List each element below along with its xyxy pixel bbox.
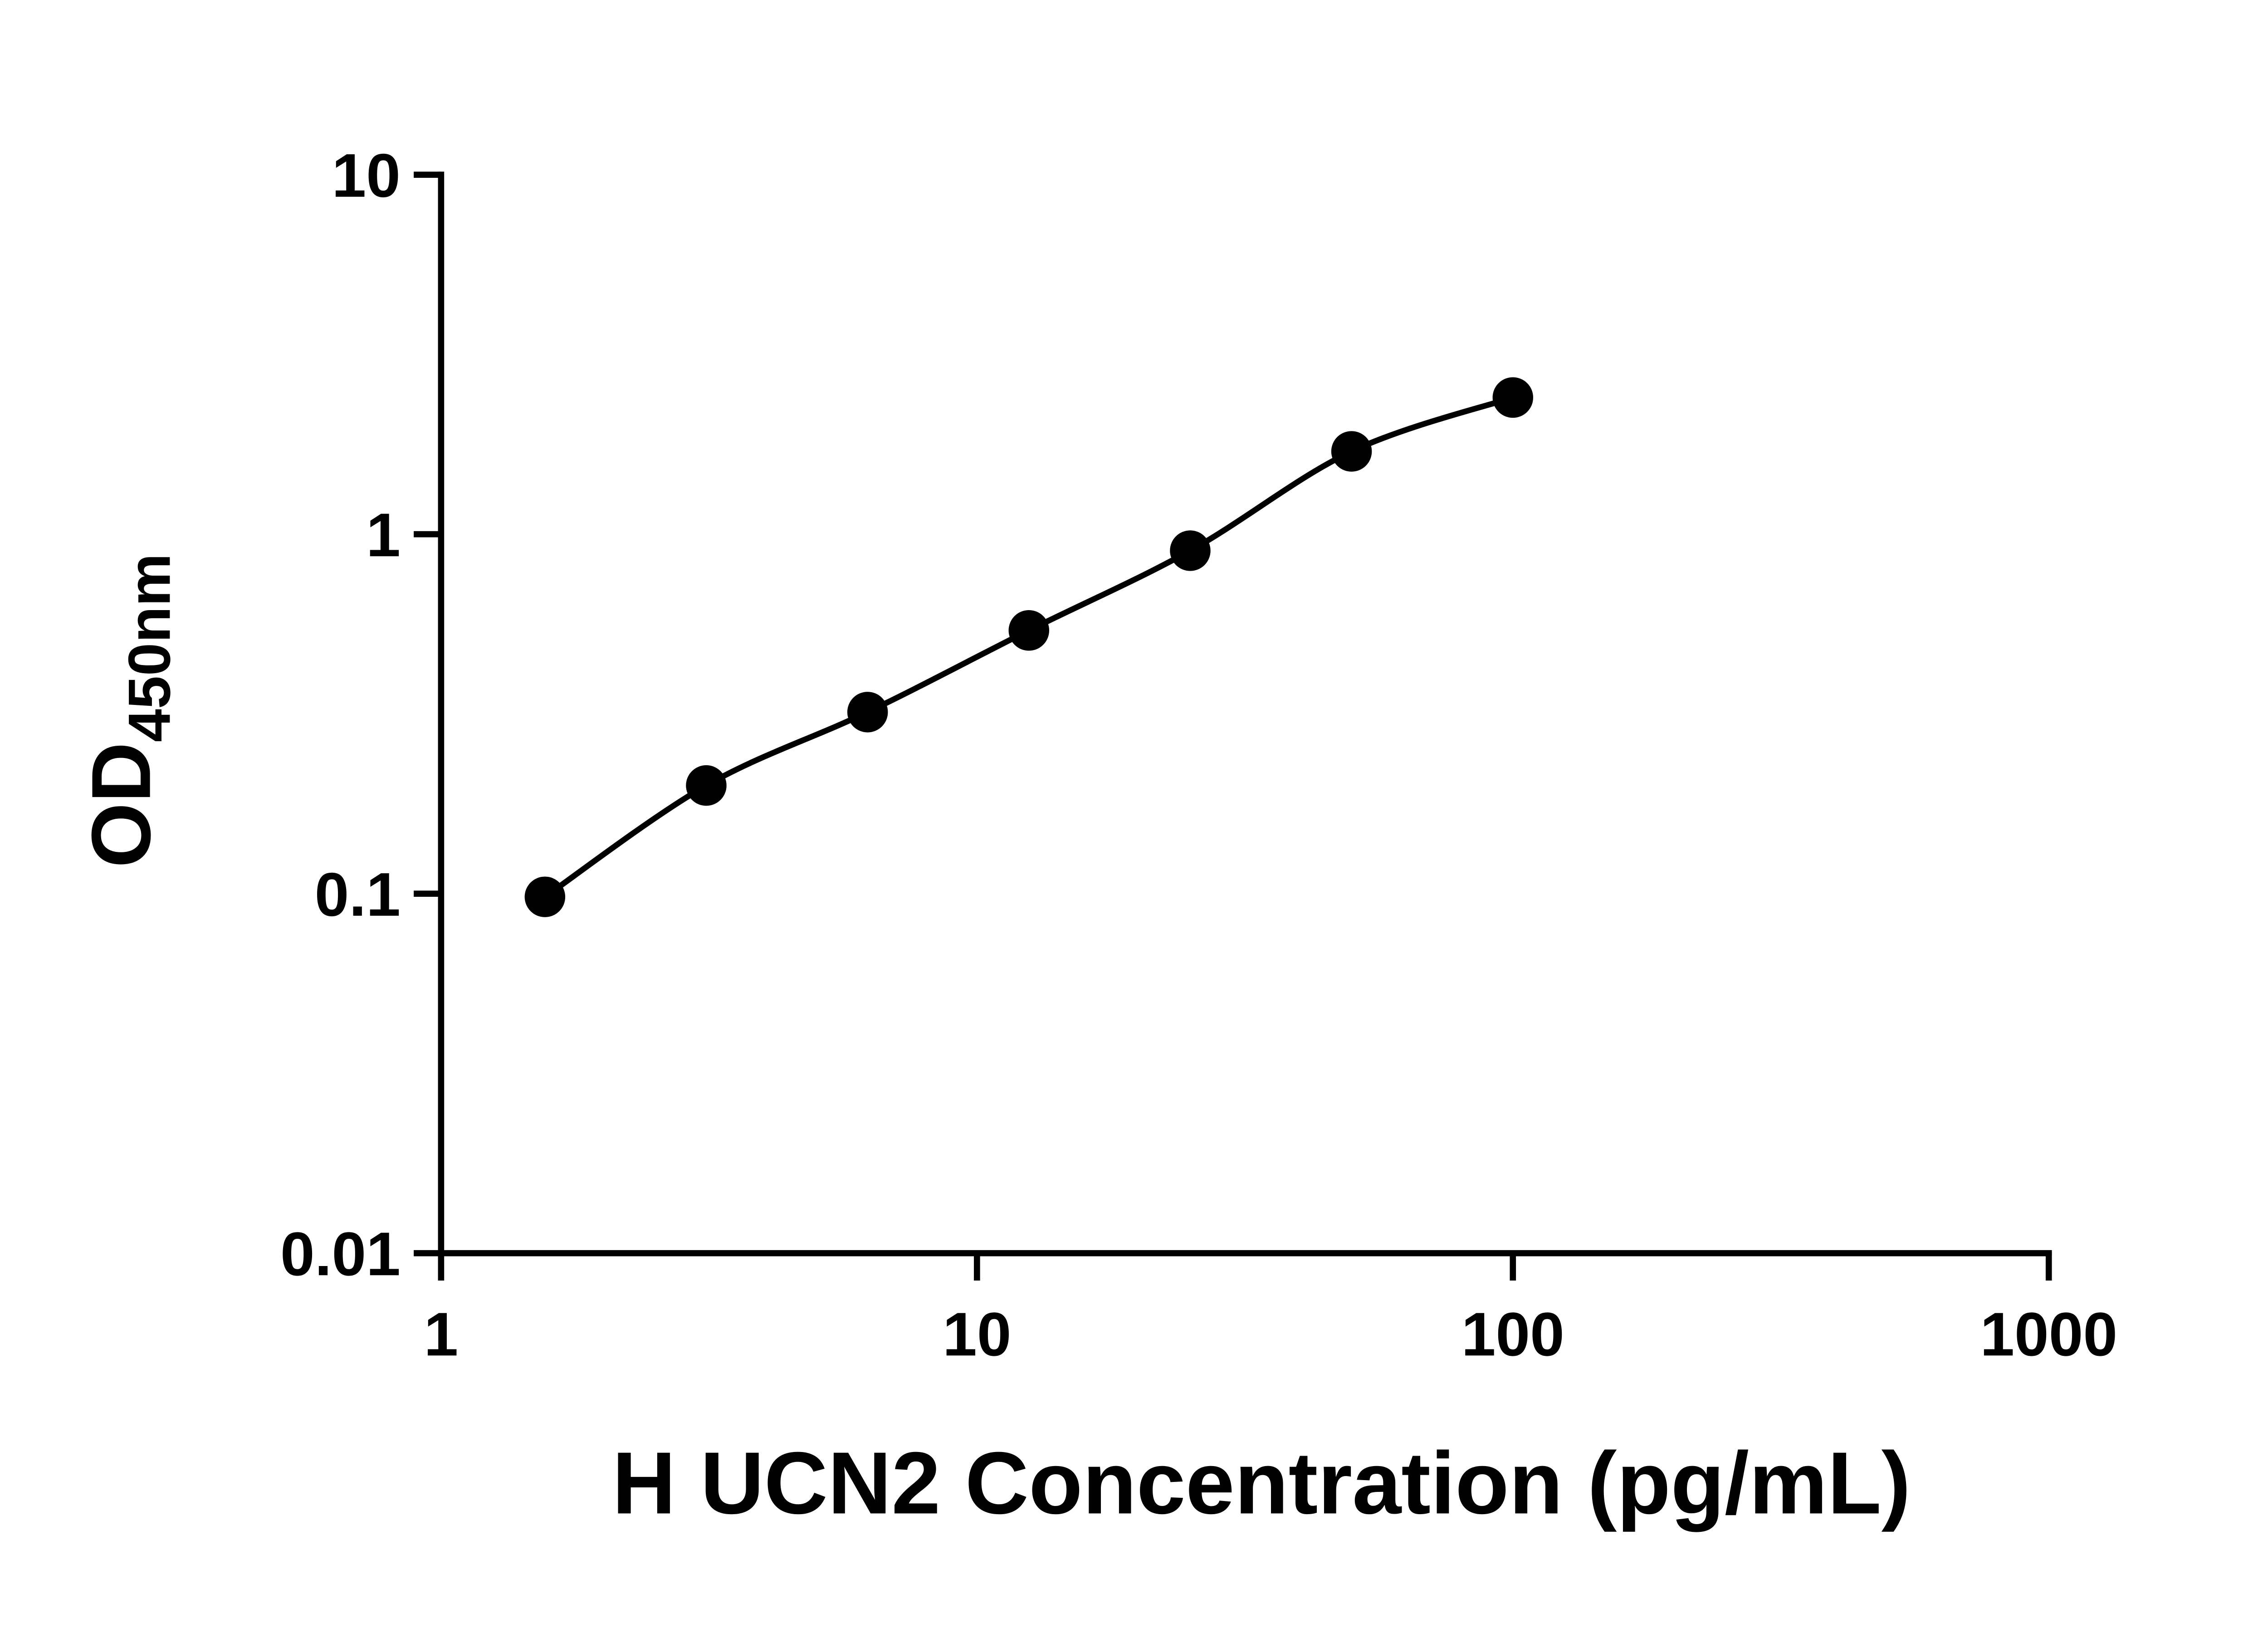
data-point [1331, 431, 1372, 472]
y-axis-title-sub: 450nm [116, 553, 182, 742]
axis-line [438, 171, 2052, 1257]
x-tick-label: 10 [943, 1300, 1011, 1369]
axis-ticks [414, 171, 2052, 1281]
axes [438, 171, 2052, 1257]
y-tick-label: 1 [366, 500, 401, 569]
data-point [1492, 377, 1534, 418]
tick-labels: 1 10 100 1000 0.01 0.1 1 10 [280, 141, 2117, 1369]
x-tick-label: 100 [1461, 1300, 1564, 1369]
y-tick-label: 0.01 [280, 1219, 401, 1288]
data-point [524, 876, 566, 917]
x-tick-label: 1000 [1980, 1300, 2117, 1369]
data-point [686, 765, 727, 806]
y-axis-title: OD450nm [75, 553, 183, 868]
y-tick-label: 0.1 [315, 860, 401, 929]
data-point [1008, 610, 1050, 651]
y-tick-label: 10 [332, 141, 401, 210]
data-point [1170, 530, 1211, 571]
data-point-layer [524, 377, 1534, 917]
y-axis-title-main: OD [75, 742, 168, 868]
x-tick-label: 1 [424, 1300, 459, 1369]
x-axis-title: H UCN2 Concentration (pg/mL) [612, 1434, 1911, 1532]
data-point [847, 692, 888, 733]
